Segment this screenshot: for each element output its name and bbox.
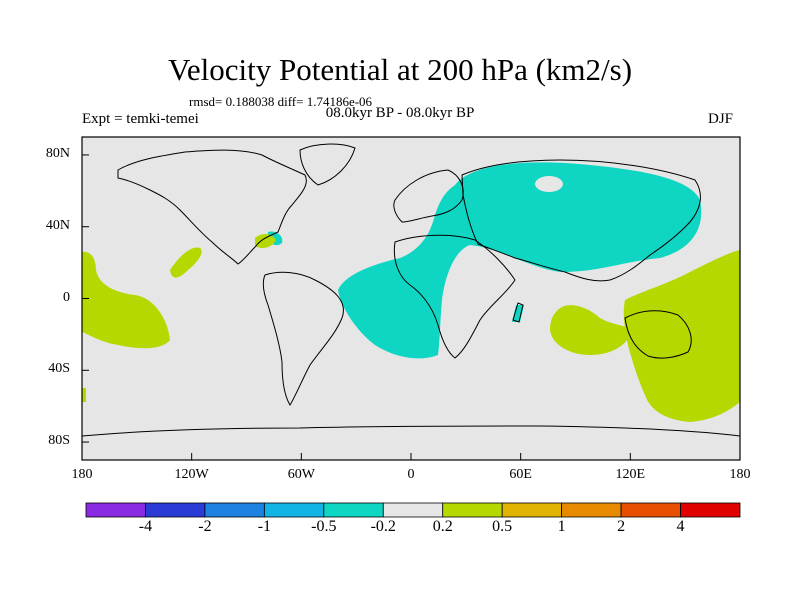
lon-tick-label: 180 — [71, 467, 93, 482]
experiment-label: Expt = temki-temei — [82, 111, 199, 127]
negative-anomaly-madagascar — [512, 305, 524, 322]
colorbar-label: -1 — [257, 518, 272, 535]
colorbar-label: -0.5 — [311, 518, 337, 535]
map-area — [81, 136, 741, 461]
lon-tick-label: 0 — [407, 467, 415, 482]
stats-text: rmsd= 0.188038 diff= 1.74186e-06 — [189, 94, 373, 109]
latitude-ticks — [82, 154, 89, 443]
lon-tick-label: 60W — [287, 467, 315, 482]
colorbar-swatch — [501, 502, 563, 518]
positive-anomaly-gulf — [255, 234, 276, 248]
colorbar-swatch — [442, 502, 503, 518]
colorbar-swatch — [620, 502, 681, 518]
positive-anomaly-pacific-east — [82, 251, 170, 349]
colorbar-swatch — [561, 502, 622, 518]
colorbar-label: 0.5 — [492, 518, 513, 535]
colorbar-label: 1 — [557, 518, 566, 535]
colorbar-label: 4 — [676, 518, 685, 535]
period-label: 08.0kyr BP - 08.0kyr BP — [325, 105, 475, 121]
colorbar-label: -2 — [198, 518, 212, 535]
coastline-madagascar — [512, 302, 524, 323]
coastline-south-america — [262, 271, 344, 406]
colorbar-swatch — [323, 502, 384, 518]
positive-anomaly-west-edge — [82, 388, 86, 402]
negative-anomaly-region-eurasia-africa — [338, 162, 702, 359]
colorbar-label: -0.2 — [370, 518, 396, 535]
colorbar-swatch — [85, 502, 146, 518]
lat-tick-label: 80N — [45, 145, 70, 161]
coastline-europe — [393, 169, 464, 223]
coastline-antarctica — [81, 425, 741, 437]
lon-tick-label: 120E — [615, 467, 646, 482]
lat-tick-label: 40S — [48, 361, 70, 377]
coastline-africa — [393, 234, 516, 359]
lon-tick-label: 120W — [174, 467, 209, 482]
coastline-north-america — [117, 149, 307, 265]
positive-anomaly-pacific-north — [170, 247, 202, 278]
plot-title: Velocity Potential at 200 hPa (km2/s) — [167, 52, 633, 87]
lon-tick-label: 180 — [729, 467, 751, 482]
anomaly-gap — [535, 176, 563, 192]
colorbar-swatch — [680, 502, 741, 518]
coastline-asia — [461, 159, 701, 282]
longitude-ticks — [81, 453, 741, 460]
colorbar-label: 0.2 — [432, 518, 453, 535]
season-label: DJF — [708, 111, 734, 127]
colorbar-swatch — [145, 502, 206, 518]
colorbar-swatch — [382, 502, 444, 518]
colorbar-swatch — [263, 502, 325, 518]
positive-anomaly-indian-ocean — [550, 305, 632, 355]
lat-tick-label: 40N — [45, 217, 70, 233]
lat-tick-label: 80S — [48, 433, 70, 449]
coastline-greenland — [299, 143, 356, 186]
coastlines — [81, 143, 741, 437]
colorbar-label: 2 — [617, 518, 626, 535]
positive-anomaly-australia-pacific — [623, 250, 740, 422]
lon-tick-label: 60E — [509, 467, 532, 482]
coastline-australia — [624, 310, 692, 359]
lat-tick-label: 0 — [63, 289, 70, 305]
colorbar — [85, 502, 741, 518]
colorbar-label: -4 — [138, 518, 153, 535]
colorbar-swatch — [204, 502, 265, 518]
